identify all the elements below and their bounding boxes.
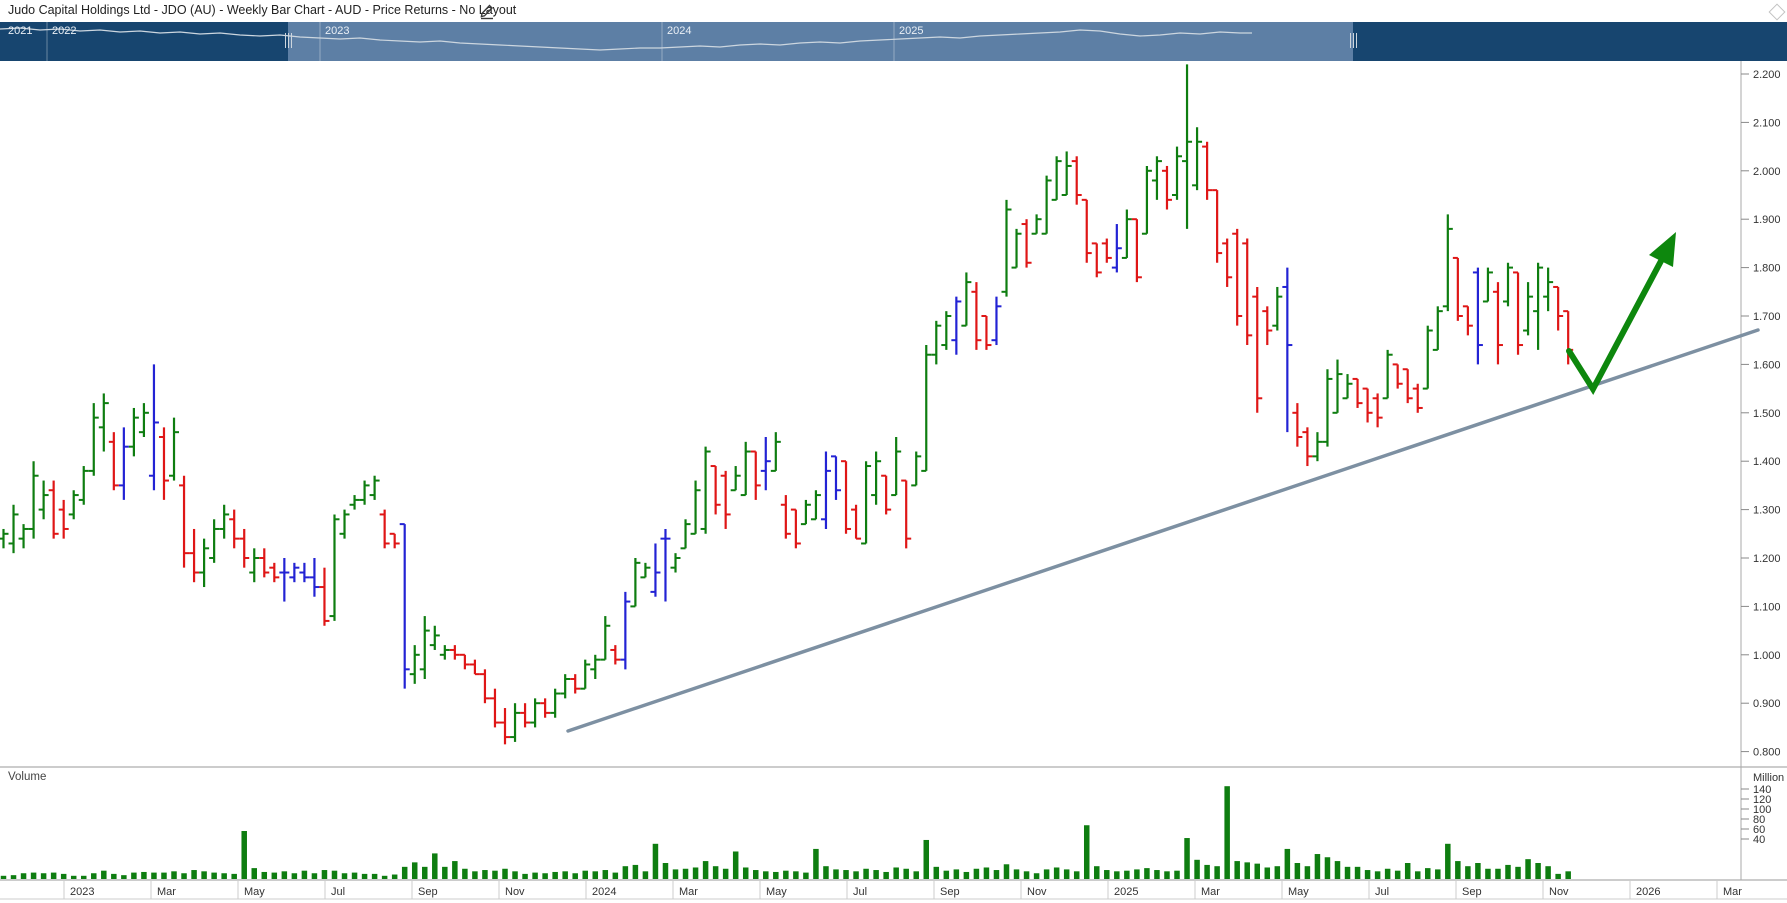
svg-text:1.700: 1.700 [1753,311,1781,323]
price-bars [0,64,1574,745]
svg-text:1.600: 1.600 [1753,359,1781,371]
svg-text:0.900: 0.900 [1753,698,1781,710]
svg-text:2023: 2023 [70,886,94,898]
svg-text:Million: Million [1753,772,1784,784]
svg-text:1.900: 1.900 [1753,214,1781,226]
svg-text:Mar: Mar [679,886,698,898]
svg-text:Jul: Jul [1375,886,1389,898]
svg-text:120: 120 [1753,794,1771,806]
volume-bars [0,786,1571,879]
svg-text:Jul: Jul [853,886,867,898]
svg-text:Sep: Sep [1462,886,1482,898]
svg-text:May: May [1288,886,1309,898]
svg-text:Mar: Mar [1723,886,1742,898]
svg-text:May: May [244,886,265,898]
svg-text:2.100: 2.100 [1753,117,1781,129]
svg-text:1.800: 1.800 [1753,263,1781,275]
svg-text:1.100: 1.100 [1753,601,1781,613]
svg-text:Sep: Sep [418,886,438,898]
svg-text:2026: 2026 [1636,886,1660,898]
time-navigator[interactable]: 2021 2022 2023 2024 2025 [0,22,1787,61]
svg-text:2.000: 2.000 [1753,166,1781,178]
svg-text:140: 140 [1753,784,1771,796]
svg-text:2025: 2025 [1114,886,1138,898]
date-axis-labels: 2023 Mar May Jul Sep Nov 2024 Mar May Jul Sep Nov 20… [63,881,1742,899]
svg-text:Mar: Mar [1201,886,1220,898]
volume-pane-label: Volume [8,771,47,783]
navigator-year-2024: 2024 [667,25,692,37]
svg-text:1.200: 1.200 [1753,553,1781,565]
svg-text:May: May [766,886,787,898]
price-axis-labels: 2.200 2.100 2.000 1.900 1.800 1.700 1.600 1.500… [1741,69,1781,759]
chart-title: Judo Capital Holdings Ltd - JDO (AU) - W… [8,3,517,17]
svg-text:60: 60 [1753,824,1765,836]
svg-text:2024: 2024 [592,886,616,898]
svg-text:Mar: Mar [157,886,176,898]
svg-text:1.000: 1.000 [1753,650,1781,662]
title-bar: Judo Capital Holdings Ltd - JDO (AU) - W… [0,0,1787,22]
svg-text:1.400: 1.400 [1753,456,1781,468]
svg-text:Sep: Sep [940,886,960,898]
svg-text:Jul: Jul [331,886,345,898]
svg-text:2.200: 2.200 [1753,69,1781,81]
navigator-sparkline [0,22,1252,61]
svg-text:100: 100 [1753,804,1771,816]
pane-borders [0,61,1787,900]
navigator-year-2021: 2021 [8,25,33,37]
edit-pencil-icon[interactable] [478,2,496,20]
svg-text:80: 80 [1753,814,1765,826]
svg-text:Nov: Nov [505,886,525,898]
bounce-arrow-annotation[interactable] [1566,232,1676,395]
navigator-year-2025: 2025 [899,25,924,37]
svg-text:Nov: Nov [1027,886,1047,898]
svg-text:Nov: Nov [1549,886,1569,898]
navigator-year-2023: 2023 [325,25,350,37]
svg-text:0.800: 0.800 [1753,747,1781,759]
support-trendline[interactable] [566,328,1760,733]
navigator-year-2022: 2022 [52,25,77,37]
svg-text:1.300: 1.300 [1753,505,1781,517]
navigator-right-handle[interactable] [1350,33,1357,48]
svg-text:1.500: 1.500 [1753,408,1781,420]
svg-text:40: 40 [1753,834,1765,846]
navigator-left-handle[interactable] [285,33,292,48]
